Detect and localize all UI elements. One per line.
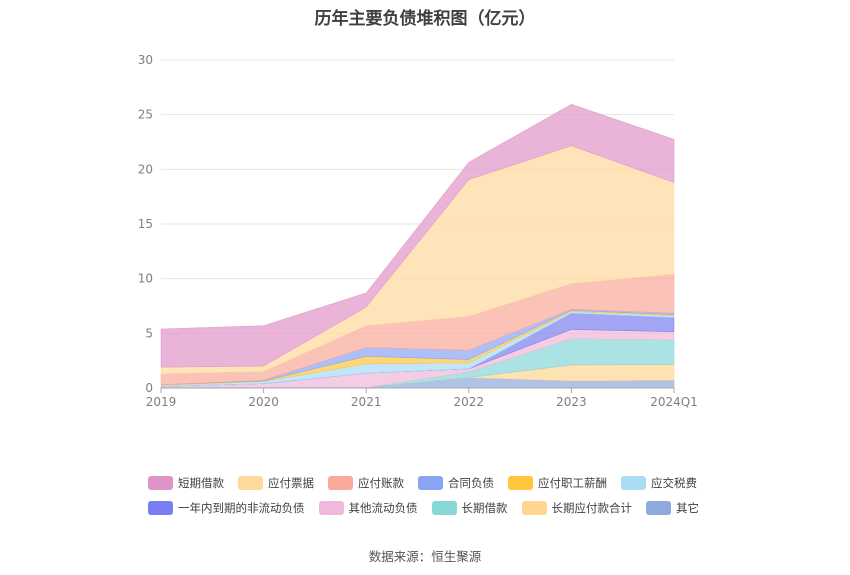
legend-swatch — [318, 501, 344, 515]
legend-label: 一年内到期的非流动负债 — [178, 501, 305, 515]
chart-title: 历年主要负债堆积图（亿元） — [314, 9, 536, 29]
x-tick-label: 2020 — [248, 395, 279, 409]
y-tick-label: 20 — [138, 162, 153, 176]
legend-swatch — [328, 476, 353, 490]
legend-item[interactable]: 应交税费 — [621, 475, 697, 491]
area-series — [160, 104, 675, 389]
x-tick-label: 2019 — [146, 395, 177, 409]
legend-swatch — [521, 501, 547, 515]
legend-row-1: 短期借款 应付票据 应付账款 合同负债 应付职工薪酬 应交税费 — [148, 472, 718, 494]
legend-label: 应付票据 — [268, 476, 314, 490]
legend-swatch — [418, 476, 443, 490]
legend-row-2: 一年内到期的非流动负债 其他流动负债 长期借款 长期应付款合计 其它 — [148, 497, 718, 519]
legend-item[interactable]: 其它 — [646, 500, 699, 516]
legend-swatch — [621, 476, 646, 490]
x-tick-label: 2021 — [351, 395, 382, 409]
legend-label: 其它 — [676, 501, 699, 515]
area-短期借款 — [160, 104, 675, 368]
legend-label: 长期借款 — [461, 501, 508, 515]
y-tick-label: 0 — [145, 381, 153, 395]
legend-item[interactable]: 应付职工薪酬 — [508, 475, 607, 491]
legend-swatch — [238, 476, 263, 490]
legend-swatch — [508, 476, 533, 490]
legend-label: 应付账款 — [358, 476, 404, 490]
legend-item[interactable]: 短期借款 — [148, 475, 224, 491]
legend-swatch — [646, 501, 671, 515]
x-tick-label: 2022 — [454, 395, 485, 409]
legend-label: 其他流动负债 — [348, 501, 418, 515]
axes: 0 5 10 15 20 25 30 2019 2020 2021 2022 2023 2024Q1 — [138, 53, 698, 409]
x-tick-label: 2024Q1 — [650, 395, 698, 409]
y-tick-label: 5 — [145, 326, 153, 340]
legend-label: 应交税费 — [651, 476, 697, 490]
legend-item[interactable]: 应付账款 — [328, 475, 404, 491]
y-tick-label: 25 — [138, 108, 153, 122]
legend-label: 合同负债 — [448, 476, 494, 490]
legend-item[interactable]: 长期应付款合计 — [521, 500, 633, 516]
y-tick-label: 15 — [138, 217, 153, 231]
y-tick-label: 30 — [138, 53, 153, 67]
legend-item[interactable]: 合同负债 — [418, 475, 494, 491]
legend-item[interactable]: 一年内到期的非流动负债 — [148, 500, 305, 516]
legend-item[interactable]: 其他流动负债 — [318, 500, 418, 516]
legend-swatch — [148, 476, 173, 490]
legend-item[interactable]: 应付票据 — [238, 475, 314, 491]
legend-label: 应付职工薪酬 — [538, 476, 607, 490]
x-tick-label: 2023 — [556, 395, 587, 409]
legend-swatch — [148, 501, 173, 515]
data-source-note: 数据来源：恒生聚源 — [368, 549, 482, 564]
legend-label: 长期应付款合计 — [551, 501, 633, 515]
legend-item[interactable]: 长期借款 — [431, 500, 508, 516]
y-tick-label: 10 — [138, 272, 153, 286]
legend-swatch — [431, 501, 457, 515]
legend-label: 短期借款 — [178, 476, 224, 490]
legend: 短期借款 应付票据 应付账款 合同负债 应付职工薪酬 应交税费 一年内到期的非流动负债 其他… — [148, 472, 718, 522]
